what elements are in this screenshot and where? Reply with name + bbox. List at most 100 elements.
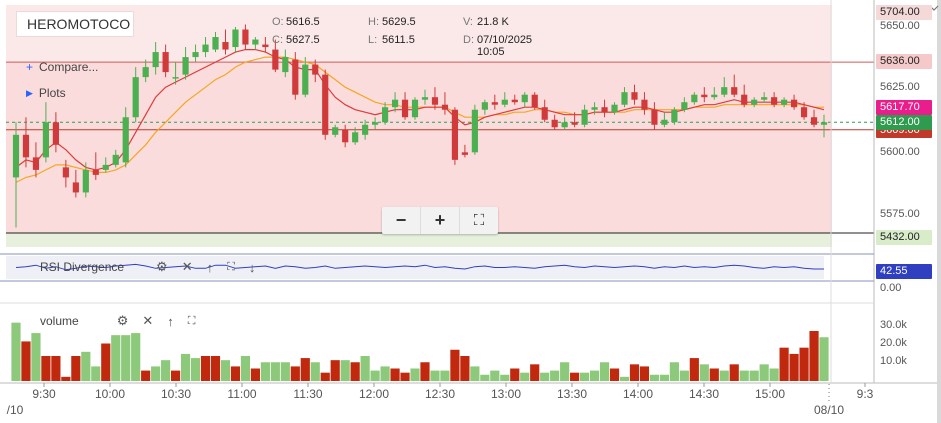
candle — [42, 102, 50, 163]
compare-button[interactable]: + Compare... — [26, 60, 98, 74]
candle — [601, 99, 608, 118]
volume-bar — [719, 370, 729, 381]
volume-bar — [769, 368, 779, 381]
volume-bar — [131, 333, 141, 381]
candle — [332, 124, 339, 138]
candle — [372, 117, 379, 130]
plots-button[interactable]: ▶ Plots — [26, 86, 66, 100]
rsi-study-header: RSI Divergence ⚙ ✕ ↑ ⛶ ↓ — [40, 259, 255, 275]
rsi-move-up-icon[interactable]: ↑ — [206, 259, 214, 275]
candle-body — [282, 57, 289, 73]
volume-bar — [589, 370, 600, 381]
ma-price-tag: 5617.70 — [876, 100, 932, 115]
fullscreen-icon: ⛶ — [473, 212, 485, 229]
volume-bar — [699, 364, 709, 381]
volume-bar — [759, 364, 769, 381]
candle — [391, 92, 399, 113]
volume-bar — [460, 356, 470, 381]
candle — [52, 112, 59, 153]
window-scrollbar — [937, 0, 941, 423]
time-axis-label: 12:00 — [358, 387, 390, 401]
volume-bar — [190, 358, 201, 381]
volume-bar — [330, 360, 340, 381]
candle — [302, 57, 309, 98]
candle-body — [491, 102, 498, 105]
time-axis-label: 11:30 — [293, 387, 323, 401]
time-axis-label: 9:3 — [856, 387, 874, 401]
price-axis-label: 5575.00 — [880, 208, 920, 220]
volume-bar — [111, 335, 121, 381]
rsi-close-icon[interactable]: ✕ — [181, 259, 193, 274]
volume-bar — [320, 372, 330, 381]
candle-body — [172, 77, 179, 79]
candle — [591, 102, 598, 115]
volume-bar — [180, 353, 191, 381]
candle — [32, 142, 40, 178]
price-axis-label: 5600.00 — [880, 146, 920, 158]
zoom-in-button[interactable]: + — [421, 207, 460, 234]
candle — [751, 97, 758, 108]
volume-study-label: volume — [40, 314, 79, 328]
volume-expand-icon[interactable]: ⛶ — [187, 314, 196, 327]
volume-bar — [260, 362, 270, 381]
candle-body — [12, 134, 20, 178]
candle-body — [641, 99, 648, 110]
fullscreen-button[interactable]: ⛶ — [460, 207, 498, 234]
rsi-line — [15, 263, 824, 271]
candle-body — [431, 97, 439, 105]
symbol-label: HEROMOTOCO — [27, 16, 131, 32]
volume-settings-gear-icon[interactable]: ⚙ — [116, 313, 129, 328]
symbol-selector[interactable]: HEROMOTOCO — [16, 11, 134, 37]
candle-body — [212, 37, 219, 50]
candle — [781, 97, 788, 108]
candle-body — [581, 109, 588, 125]
candle — [611, 102, 618, 115]
volume-move-up-icon[interactable]: ↑ — [167, 313, 174, 329]
volume-axis-label: 10.0k — [880, 355, 907, 367]
zoom-controls: − + ⛶ — [382, 207, 498, 234]
plots-label: Plots — [38, 86, 66, 100]
candle — [481, 99, 488, 115]
candle — [800, 102, 808, 120]
volume-bar — [400, 372, 410, 381]
candle-body — [441, 104, 449, 110]
candle — [691, 92, 698, 105]
volume-bar — [500, 374, 510, 381]
candle — [381, 102, 389, 125]
candle — [731, 74, 738, 98]
rsi-value-tag: 42.55 — [876, 264, 932, 279]
candle-body — [611, 104, 618, 113]
rsi-zero-label: 0.00 — [880, 282, 902, 294]
candle-body — [262, 44, 269, 48]
candle-body — [521, 94, 528, 103]
volume-bar — [799, 347, 809, 381]
candle — [352, 127, 359, 145]
rsi-settings-gear-icon[interactable]: ⚙ — [156, 259, 168, 274]
candle — [12, 122, 20, 228]
candle — [491, 94, 498, 110]
date-axis-label-left: /10 — [6, 403, 24, 417]
volume-bar — [470, 366, 480, 381]
candle-body — [721, 87, 728, 95]
fast-moving-average-line — [15, 49, 825, 171]
candle-body — [272, 49, 279, 70]
candle — [681, 97, 688, 113]
volume-layer — [11, 322, 829, 381]
volume-close-icon[interactable]: ✕ — [142, 313, 154, 328]
volume-bar — [679, 370, 689, 381]
candle — [661, 112, 668, 128]
candle-body — [242, 29, 249, 45]
volume-bar — [709, 368, 719, 381]
triangle-right-icon: ▶ — [26, 87, 33, 98]
rsi-expand-icon[interactable]: ⛶ — [227, 260, 235, 273]
volume-bar — [649, 374, 660, 381]
rsi-move-down-icon[interactable]: ↓ — [248, 259, 256, 275]
time-axis-label: 12:30 — [424, 387, 456, 401]
zoom-out-button[interactable]: − — [382, 207, 421, 234]
volume-bar — [550, 370, 560, 381]
candle-body — [92, 169, 99, 175]
last-price-tag: 5612.00 — [876, 115, 932, 130]
volume-bar — [71, 356, 81, 381]
